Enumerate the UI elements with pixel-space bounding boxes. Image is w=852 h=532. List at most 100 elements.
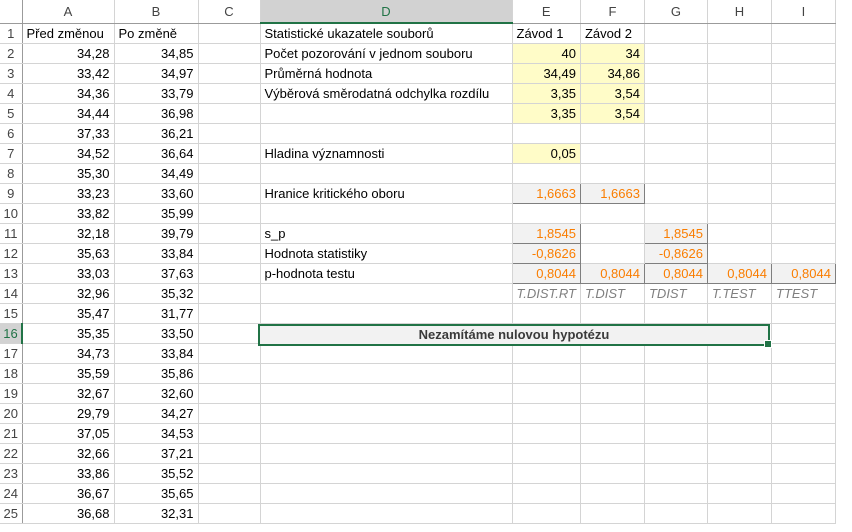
cell-e17[interactable] xyxy=(512,343,581,364)
cell-e15[interactable] xyxy=(512,303,581,324)
cell-c2[interactable] xyxy=(198,43,261,64)
cell-f2[interactable]: 34 xyxy=(580,43,645,64)
cell-g8[interactable] xyxy=(644,163,708,184)
cell-g5[interactable] xyxy=(644,103,708,124)
cell-a6[interactable]: 37,33 xyxy=(22,123,115,144)
cell-e8[interactable] xyxy=(512,163,581,184)
cell-d6[interactable] xyxy=(260,123,513,144)
row-header[interactable]: 2 xyxy=(0,43,23,64)
row-header[interactable]: 23 xyxy=(0,463,23,484)
cell-b25[interactable]: 32,31 xyxy=(114,503,199,524)
cell-b20[interactable]: 34,27 xyxy=(114,403,199,424)
column-header-a[interactable]: A xyxy=(22,0,115,24)
cell-f20[interactable] xyxy=(580,403,645,424)
cell-a5[interactable]: 34,44 xyxy=(22,103,115,124)
cell-e25[interactable] xyxy=(512,503,581,524)
cell-h10[interactable] xyxy=(707,203,772,224)
result-merged-cell[interactable]: Nezamítáme nulovou hypotézu xyxy=(258,324,772,348)
cell-c5[interactable] xyxy=(198,103,261,124)
fill-handle[interactable] xyxy=(764,340,772,348)
row-header[interactable]: 5 xyxy=(0,103,23,124)
cell-g10[interactable] xyxy=(644,203,708,224)
cell-d24[interactable] xyxy=(260,483,513,504)
cell-d22[interactable] xyxy=(260,443,513,464)
cell-a1[interactable]: Před změnou xyxy=(22,23,115,44)
cell-h18[interactable] xyxy=(707,363,772,384)
cell-h6[interactable] xyxy=(707,123,772,144)
cell-a8[interactable]: 35,30 xyxy=(22,163,115,184)
cell-c10[interactable] xyxy=(198,203,261,224)
cell-c17[interactable] xyxy=(198,343,261,364)
cell-d2[interactable]: Počet pozorování v jednom souboru xyxy=(260,43,513,64)
cell-d18[interactable] xyxy=(260,363,513,384)
column-header-e[interactable]: E xyxy=(512,0,581,24)
row-header[interactable]: 4 xyxy=(0,83,23,104)
cell-d23[interactable] xyxy=(260,463,513,484)
cell-i6[interactable] xyxy=(771,123,836,144)
cell-e10[interactable] xyxy=(512,203,581,224)
cell-d20[interactable] xyxy=(260,403,513,424)
cell-b21[interactable]: 34,53 xyxy=(114,423,199,444)
cell-h17[interactable] xyxy=(707,343,772,364)
cell-i16[interactable] xyxy=(771,323,836,344)
column-header-h[interactable]: H xyxy=(707,0,772,24)
cell-b12[interactable]: 33,84 xyxy=(114,243,199,264)
cell-g24[interactable] xyxy=(644,483,708,504)
row-header[interactable]: 13 xyxy=(0,263,23,284)
cell-h3[interactable] xyxy=(707,63,772,84)
row-header[interactable]: 16 xyxy=(0,323,23,344)
cell-g25[interactable] xyxy=(644,503,708,524)
cell-g21[interactable] xyxy=(644,423,708,444)
row-header[interactable]: 20 xyxy=(0,403,23,424)
cell-h25[interactable] xyxy=(707,503,772,524)
cell-f19[interactable] xyxy=(580,383,645,404)
column-header-g[interactable]: G xyxy=(644,0,708,24)
cell-d4[interactable]: Výběrová směrodatná odchylka rozdílu xyxy=(260,83,513,104)
cell-c21[interactable] xyxy=(198,423,261,444)
cell-c11[interactable] xyxy=(198,223,261,244)
cell-h9[interactable] xyxy=(707,183,772,204)
cell-b13[interactable]: 37,63 xyxy=(114,263,199,284)
cell-d11[interactable]: s_p xyxy=(260,223,513,244)
cell-c23[interactable] xyxy=(198,463,261,484)
cell-i4[interactable] xyxy=(771,83,836,104)
cell-h2[interactable] xyxy=(707,43,772,64)
cell-c7[interactable] xyxy=(198,143,261,164)
cell-c19[interactable] xyxy=(198,383,261,404)
cell-b17[interactable]: 33,84 xyxy=(114,343,199,364)
cell-g11[interactable]: 1,8545 xyxy=(643,223,708,244)
cell-d17[interactable] xyxy=(260,343,513,364)
cell-f12[interactable] xyxy=(580,243,645,264)
cell-c22[interactable] xyxy=(198,443,261,464)
cell-i24[interactable] xyxy=(771,483,836,504)
cell-a16[interactable]: 35,35 xyxy=(22,323,115,344)
cell-e12[interactable]: -0,8626 xyxy=(511,243,581,264)
cell-c9[interactable] xyxy=(198,183,261,204)
cell-a14[interactable]: 32,96 xyxy=(22,283,115,304)
row-header[interactable]: 3 xyxy=(0,63,23,84)
cell-i15[interactable] xyxy=(771,303,836,324)
cell-d14[interactable] xyxy=(260,283,513,304)
cell-g4[interactable] xyxy=(644,83,708,104)
cell-d13[interactable]: p-hodnota testu xyxy=(260,263,513,284)
cell-a23[interactable]: 33,86 xyxy=(22,463,115,484)
cell-i9[interactable] xyxy=(771,183,836,204)
row-header[interactable]: 11 xyxy=(0,223,23,244)
cell-g1[interactable] xyxy=(644,23,708,44)
cell-grid[interactable]: A B C D E F G H I 1 Před změnou Po změně St… xyxy=(0,0,836,524)
cell-i10[interactable] xyxy=(771,203,836,224)
select-all-corner[interactable] xyxy=(0,0,23,24)
cell-b23[interactable]: 35,52 xyxy=(114,463,199,484)
cell-b9[interactable]: 33,60 xyxy=(114,183,199,204)
cell-g12[interactable]: -0,8626 xyxy=(643,243,708,264)
cell-e22[interactable] xyxy=(512,443,581,464)
cell-f18[interactable] xyxy=(580,363,645,384)
cell-h21[interactable] xyxy=(707,423,772,444)
cell-c25[interactable] xyxy=(198,503,261,524)
cell-c3[interactable] xyxy=(198,63,261,84)
cell-b1[interactable]: Po změně xyxy=(114,23,199,44)
cell-f17[interactable] xyxy=(580,343,645,364)
cell-i5[interactable] xyxy=(771,103,836,124)
row-header[interactable]: 7 xyxy=(0,143,23,164)
